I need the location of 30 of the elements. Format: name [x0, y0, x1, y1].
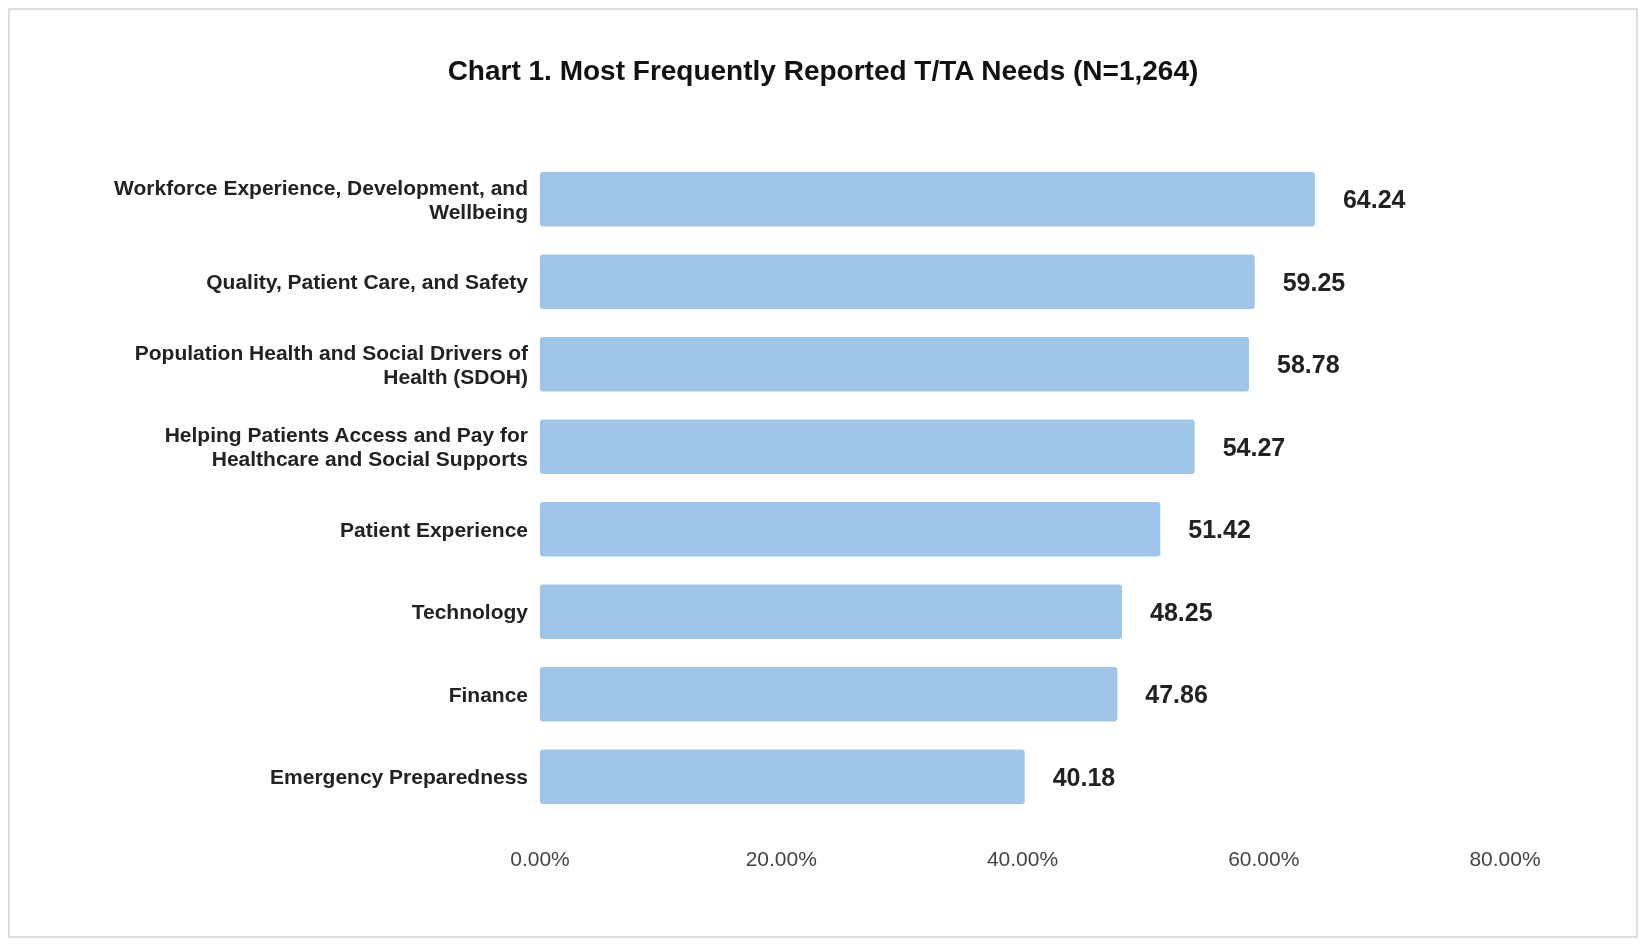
data-label: 48.25: [1150, 597, 1213, 626]
chart-title: Chart 1. Most Frequently Reported T/TA Needs (N=1,264): [447, 55, 1199, 86]
data-label: 54.27: [1222, 432, 1286, 461]
bar: [540, 584, 1123, 639]
bar: [540, 254, 1255, 309]
y-tick-label: Workforce Experience, Development, and Wellbeing: [114, 175, 528, 223]
x-tick-label: 60.00%: [1228, 847, 1300, 870]
y-tick-label: Helping Patients Access and Pay for Healthcare and Social Supports: [164, 423, 528, 471]
bar: [540, 419, 1195, 474]
bar: [540, 337, 1250, 392]
x-tick-label: 20.00%: [745, 847, 817, 870]
y-tick-label: Emergency Preparedness: [270, 765, 528, 789]
y-tick-label: Technology: [411, 600, 529, 624]
x-tick-label: 0.00%: [510, 847, 570, 870]
data-label: 59.25: [1282, 267, 1346, 296]
y-tick-label: Population Health and Social Drivers of Health (SDOH): [134, 340, 529, 388]
data-label: 64.24: [1342, 185, 1406, 213]
data-label: 51.42: [1188, 515, 1251, 543]
data-label: 40.18: [1052, 762, 1116, 791]
bar: [540, 172, 1315, 227]
x-tick-label: 40.00%: [986, 847, 1059, 870]
data-label: 58.78: [1277, 350, 1340, 378]
bar: [540, 749, 1025, 804]
x-tick-label: 80.00%: [1469, 847, 1541, 870]
y-tick-label: Patient Experience: [340, 517, 528, 541]
bar: [540, 667, 1118, 722]
y-tick-label: Finance: [448, 682, 528, 706]
y-tick-label: Quality, Patient Care, and Safety: [206, 270, 529, 294]
bar: [540, 502, 1161, 557]
data-label: 47.86: [1145, 680, 1208, 708]
